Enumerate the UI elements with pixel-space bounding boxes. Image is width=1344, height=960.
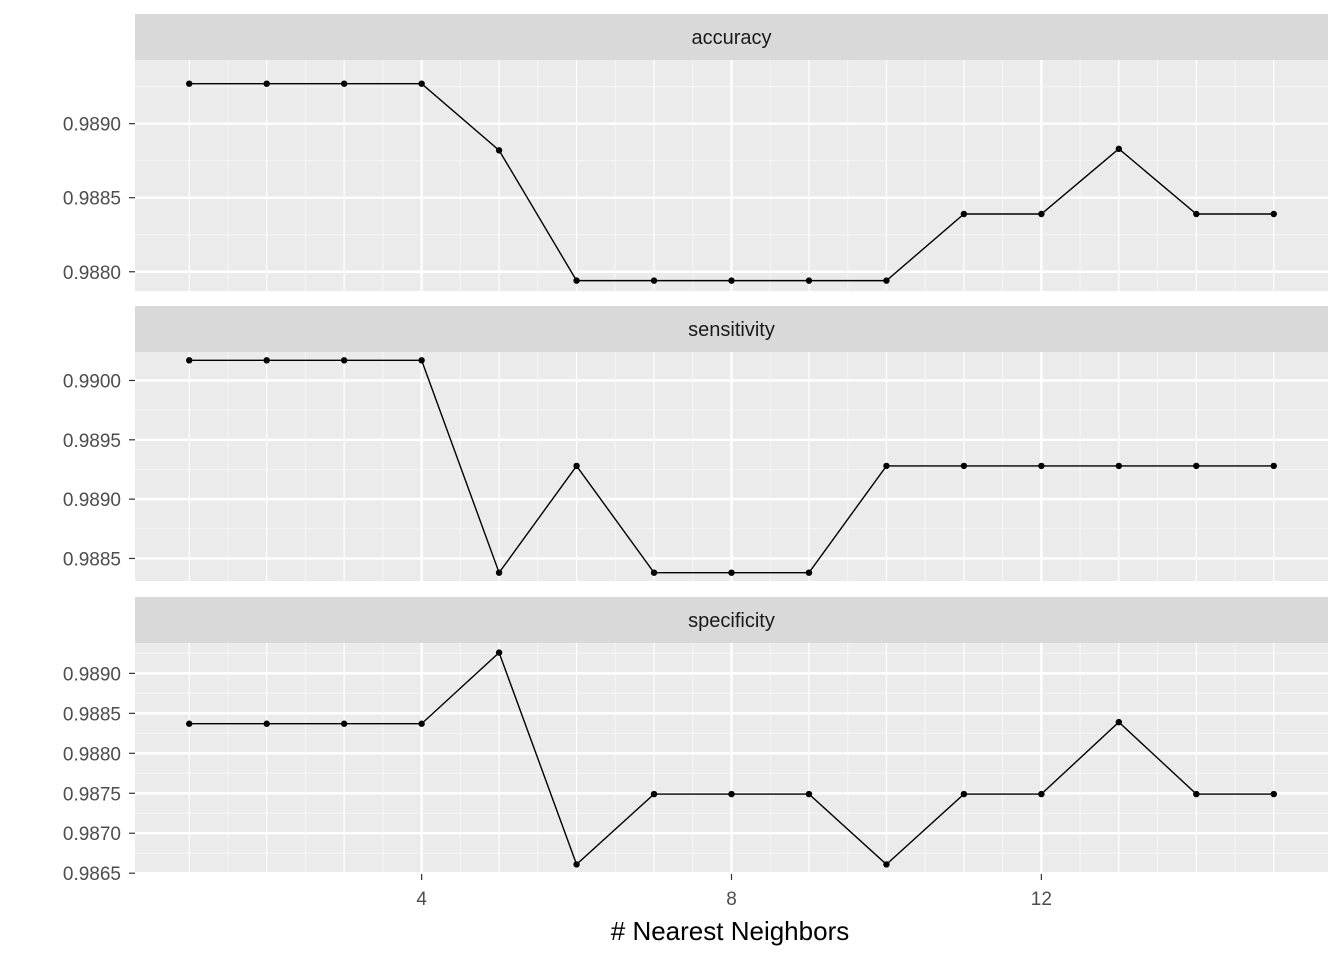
y-tick-label: 0.9890 (63, 115, 121, 136)
data-point (883, 462, 890, 470)
y-tick-label: 0.9875 (63, 784, 121, 805)
y-tick-label: 0.9885 (63, 189, 121, 210)
y-tick-label: 0.9870 (63, 824, 121, 845)
facet-specificity: specificity 0.9865 0.9870 0.9875 0.9880 0.988… (63, 597, 1328, 910)
data-point (573, 277, 580, 284)
data-point (805, 569, 813, 576)
data-point (650, 569, 658, 576)
data-point (1270, 790, 1277, 798)
data-point (1038, 790, 1045, 798)
data-point (1193, 462, 1200, 470)
strip-background (135, 14, 1328, 60)
y-tick-label: 0.9880 (63, 744, 121, 765)
data-point (263, 720, 270, 727)
y-tick-label: 0.9895 (63, 431, 121, 452)
data-point (340, 80, 348, 87)
data-point (650, 277, 658, 284)
data-point (263, 80, 270, 87)
data-point (883, 277, 890, 284)
data-point (1270, 210, 1277, 218)
y-tick-label: 0.9885 (63, 704, 121, 725)
data-point (418, 357, 425, 364)
y-tick-label: 0.9890 (63, 490, 121, 511)
data-point (805, 790, 813, 798)
x-tick-label: 8 (726, 889, 737, 910)
y-tick-label: 0.9885 (63, 549, 121, 570)
data-point (728, 569, 735, 576)
data-point (1038, 462, 1045, 470)
x-tick-label: 12 (1031, 889, 1052, 910)
strip-label-accuracy: accuracy (691, 27, 771, 49)
data-point (495, 649, 503, 656)
data-point (186, 357, 193, 364)
data-point (1115, 145, 1123, 153)
data-point (495, 569, 503, 576)
data-point (1115, 462, 1123, 470)
data-point (1115, 718, 1123, 726)
data-point (263, 357, 270, 364)
data-point (418, 720, 425, 727)
x-tick-label: 4 (416, 889, 427, 910)
y-tick-label: 0.9865 (63, 864, 121, 885)
data-point (728, 277, 735, 284)
data-point (340, 720, 348, 727)
data-point (573, 861, 580, 868)
strip-label-specificity: specificity (688, 610, 775, 632)
data-point (960, 790, 968, 798)
data-point (573, 462, 580, 470)
data-point (1193, 790, 1200, 798)
y-tick-label: 0.9880 (63, 263, 121, 284)
data-point (186, 80, 193, 87)
data-point (883, 861, 890, 868)
facet-sensitivity: sensitivity 0.9885 0.9890 0.9895 0.9900 (63, 306, 1328, 581)
data-point (1193, 210, 1200, 218)
data-point (495, 147, 503, 154)
data-point (650, 790, 658, 798)
strip-label-sensitivity: sensitivity (688, 319, 775, 341)
data-point (186, 720, 193, 727)
strip-background (135, 306, 1328, 352)
data-point (1270, 462, 1277, 470)
y-tick-label: 0.9900 (63, 371, 121, 392)
data-point (960, 210, 968, 218)
data-point (728, 790, 735, 798)
data-point (805, 277, 813, 284)
data-point (960, 462, 968, 470)
y-tick-label: 0.9890 (63, 664, 121, 685)
x-axis-title: # Nearest Neighbors (611, 916, 849, 946)
data-point (1038, 210, 1045, 218)
facet-accuracy: accuracy 0.9880 0.9885 0.9890 (63, 14, 1328, 291)
data-point (340, 357, 348, 364)
data-point (418, 80, 425, 87)
strip-background (135, 597, 1328, 643)
